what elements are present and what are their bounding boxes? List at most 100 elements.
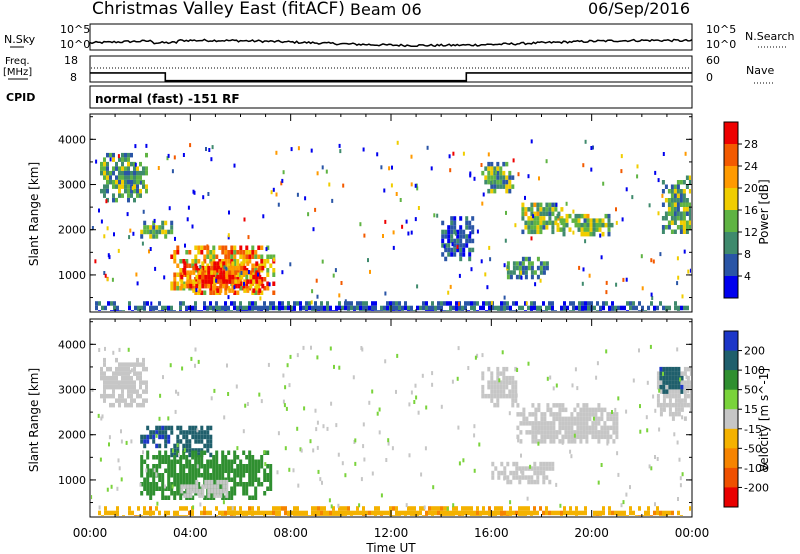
noise-cell: [199, 502, 202, 507]
data-cell: [560, 216, 564, 221]
data-cell: [130, 393, 133, 399]
data-cell: [109, 375, 112, 381]
data-cell: [656, 384, 660, 390]
data-cell: [164, 234, 168, 239]
data-cell: [113, 310, 116, 311]
noise-cell: [321, 165, 324, 170]
noise-cell: [457, 425, 460, 430]
noise-cell: [326, 426, 329, 431]
data-cell: [545, 211, 549, 217]
noise-cell: [300, 448, 303, 453]
data-cell: [560, 515, 563, 516]
data-cell: [185, 263, 189, 268]
data-cell: [158, 510, 161, 516]
data-cell: [567, 416, 571, 422]
data-cell: [347, 301, 350, 306]
data-cell: [170, 468, 174, 473]
data-cell: [266, 477, 270, 482]
data-cell: [216, 488, 220, 494]
noise-cell: [457, 346, 460, 351]
data-cell: [531, 425, 535, 431]
data-cell: [258, 288, 262, 293]
noise-cell: [676, 256, 679, 261]
noise-cell: [596, 361, 599, 366]
data-cell: [543, 439, 547, 444]
noise-cell: [141, 241, 144, 246]
data-cell: [269, 473, 273, 478]
data-cell: [227, 491, 231, 496]
noise-cell: [222, 500, 225, 505]
data-cell: [661, 202, 665, 207]
data-cell: [145, 170, 148, 176]
data-cell: [257, 245, 261, 250]
noise-cell: [454, 231, 457, 236]
data-cell: [671, 393, 675, 399]
data-cell: [546, 403, 550, 408]
noise-cell: [240, 271, 243, 275]
noise-cell: [91, 226, 94, 230]
data-cell: [130, 362, 133, 367]
data-cell: [167, 305, 170, 311]
data-cell: [674, 371, 678, 376]
data-cell: [491, 475, 495, 480]
data-cell: [533, 466, 537, 471]
data-cell: [179, 455, 183, 460]
data-cell: [413, 310, 416, 311]
noise-cell: [597, 480, 600, 485]
data-cell: [533, 510, 536, 516]
data-cell: [531, 439, 535, 444]
data-cell: [664, 184, 668, 189]
data-cell: [422, 305, 425, 311]
data-cell: [551, 305, 554, 311]
data-cell: [176, 482, 180, 487]
data-cell: [482, 506, 485, 511]
noise-cell: [169, 363, 172, 368]
data-cell: [685, 211, 689, 216]
data-cell: [540, 430, 544, 435]
noise-cell: [382, 234, 384, 238]
data-cell: [398, 510, 401, 516]
data-cell: [536, 216, 540, 221]
data-cell: [314, 305, 317, 311]
noise-cell: [481, 201, 484, 206]
data-cell: [100, 170, 103, 176]
data-cell: [293, 506, 296, 511]
station-title: Christmas Valley East (fitACF): [92, 0, 345, 19]
data-cell: [188, 443, 192, 449]
data-cell: [449, 310, 452, 311]
noise-cell: [622, 500, 625, 505]
data-cell: [371, 310, 374, 311]
data-cell: [594, 425, 598, 431]
data-cell: [127, 175, 130, 180]
data-cell: [161, 491, 165, 496]
data-cell: [548, 461, 552, 467]
data-cell: [143, 225, 147, 230]
data-cell: [481, 384, 485, 390]
data-cell: [570, 430, 574, 435]
data-cell: [145, 188, 148, 194]
data-cell: [201, 493, 205, 498]
data-cell: [245, 464, 249, 469]
data-cell: [497, 475, 501, 480]
data-cell: [524, 220, 528, 226]
data-cell: [248, 468, 252, 473]
noise-cell: [391, 165, 393, 170]
noise-cell: [430, 166, 433, 171]
data-cell: [176, 434, 180, 440]
data-cell: [496, 166, 500, 171]
noise-cell: [289, 354, 292, 359]
data-cell: [130, 384, 133, 390]
data-cell: [139, 175, 142, 180]
data-cell: [219, 279, 223, 284]
noise-cell: [376, 152, 379, 157]
data-cell: [320, 506, 323, 511]
data-cell: [493, 402, 497, 408]
noise-cell: [646, 380, 649, 385]
data-cell: [194, 254, 198, 259]
data-cell: [201, 484, 205, 489]
noise-cell: [260, 399, 263, 404]
data-cell: [155, 482, 159, 487]
data-cell: [670, 207, 674, 212]
data-cell: [140, 473, 144, 478]
